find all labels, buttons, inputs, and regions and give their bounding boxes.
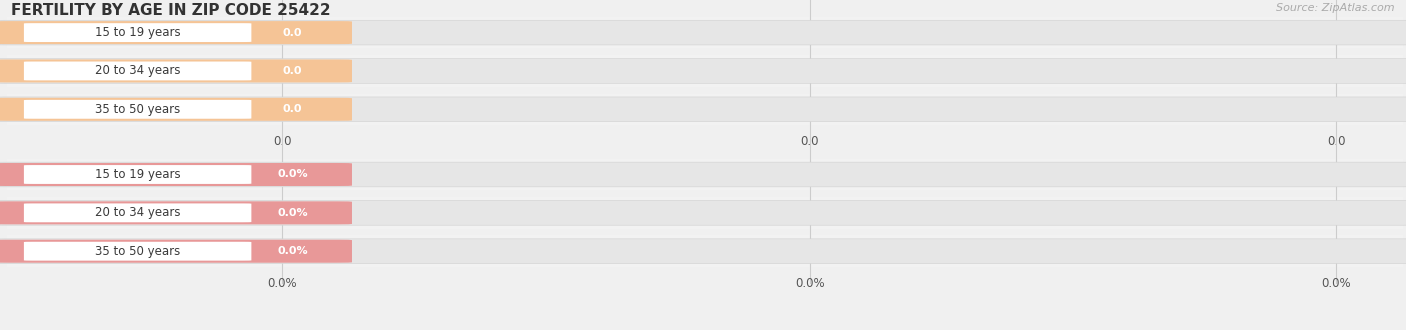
Text: 20 to 34 years: 20 to 34 years bbox=[94, 206, 180, 219]
FancyBboxPatch shape bbox=[0, 239, 1406, 264]
FancyBboxPatch shape bbox=[0, 20, 1406, 45]
FancyBboxPatch shape bbox=[0, 162, 1406, 187]
FancyBboxPatch shape bbox=[0, 98, 352, 121]
Text: 0.0%: 0.0% bbox=[1322, 277, 1351, 290]
Text: 35 to 50 years: 35 to 50 years bbox=[96, 103, 180, 116]
Text: 0.0: 0.0 bbox=[273, 135, 291, 148]
Text: 15 to 19 years: 15 to 19 years bbox=[94, 168, 180, 181]
Text: 20 to 34 years: 20 to 34 years bbox=[94, 64, 180, 78]
Text: 0.0: 0.0 bbox=[1327, 135, 1346, 148]
Text: FERTILITY BY AGE IN ZIP CODE 25422: FERTILITY BY AGE IN ZIP CODE 25422 bbox=[11, 3, 330, 18]
FancyBboxPatch shape bbox=[7, 17, 1403, 48]
FancyBboxPatch shape bbox=[0, 201, 352, 224]
FancyBboxPatch shape bbox=[7, 197, 1403, 229]
FancyBboxPatch shape bbox=[0, 163, 352, 186]
FancyBboxPatch shape bbox=[0, 21, 352, 44]
FancyBboxPatch shape bbox=[24, 23, 252, 42]
Text: 0.0%: 0.0% bbox=[794, 277, 825, 290]
FancyBboxPatch shape bbox=[0, 240, 352, 263]
Text: 0.0%: 0.0% bbox=[267, 277, 297, 290]
Text: 0.0%: 0.0% bbox=[277, 246, 308, 256]
FancyBboxPatch shape bbox=[0, 97, 1406, 122]
Text: 0.0%: 0.0% bbox=[277, 170, 308, 180]
Text: 0.0: 0.0 bbox=[800, 135, 820, 148]
FancyBboxPatch shape bbox=[24, 242, 252, 261]
Text: Source: ZipAtlas.com: Source: ZipAtlas.com bbox=[1277, 3, 1395, 13]
Text: 15 to 19 years: 15 to 19 years bbox=[94, 26, 180, 39]
FancyBboxPatch shape bbox=[7, 55, 1403, 87]
FancyBboxPatch shape bbox=[0, 59, 352, 82]
FancyBboxPatch shape bbox=[24, 165, 252, 184]
FancyBboxPatch shape bbox=[7, 159, 1403, 190]
FancyBboxPatch shape bbox=[0, 59, 1406, 83]
FancyBboxPatch shape bbox=[24, 100, 252, 119]
Text: 0.0%: 0.0% bbox=[277, 208, 308, 218]
FancyBboxPatch shape bbox=[7, 236, 1403, 267]
Text: 0.0: 0.0 bbox=[283, 66, 302, 76]
FancyBboxPatch shape bbox=[7, 94, 1403, 125]
Text: 0.0: 0.0 bbox=[283, 28, 302, 38]
FancyBboxPatch shape bbox=[0, 201, 1406, 225]
FancyBboxPatch shape bbox=[24, 61, 252, 81]
FancyBboxPatch shape bbox=[24, 203, 252, 222]
Text: 0.0: 0.0 bbox=[283, 104, 302, 114]
Text: 35 to 50 years: 35 to 50 years bbox=[96, 245, 180, 258]
